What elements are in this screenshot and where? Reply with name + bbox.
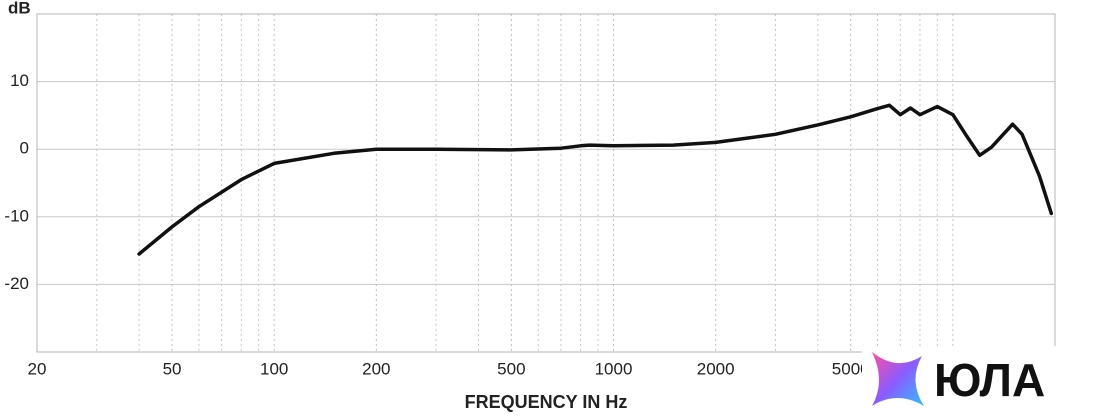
watermark-logo xyxy=(872,352,924,406)
x-tick-label: 50 xyxy=(163,359,182,378)
x-axis-label: FREQUENCY IN Hz xyxy=(465,392,628,412)
x-tick-label: 100 xyxy=(260,359,288,378)
y-tick-label: -10 xyxy=(4,206,29,225)
response-line xyxy=(137,103,1054,256)
plot-frame xyxy=(36,13,1056,353)
x-tick-label: 5000 xyxy=(832,359,870,378)
x-tick-label: 1000 xyxy=(595,359,633,378)
grid xyxy=(36,14,1055,352)
y-tick-label: 10 xyxy=(10,71,29,90)
x-tick-label: 500 xyxy=(497,359,525,378)
x-tick-label: 200 xyxy=(362,359,390,378)
x-tick-label: 20 xyxy=(28,359,47,378)
y-unit-label: dB xyxy=(8,0,31,17)
y-tick-label: 0 xyxy=(20,139,29,158)
y-tick-label: -20 xyxy=(4,274,29,293)
watermark-text: ЮЛА xyxy=(934,354,1045,406)
x-tick-label: 2000 xyxy=(697,359,735,378)
